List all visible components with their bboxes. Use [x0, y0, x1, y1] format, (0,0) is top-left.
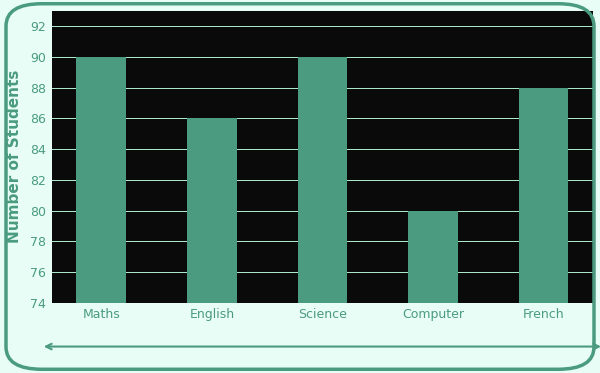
Bar [408, 210, 458, 373]
Bar [518, 88, 568, 373]
Y-axis label: Number of Students: Number of Students [7, 70, 22, 244]
Bar [76, 57, 126, 373]
Bar [187, 118, 237, 373]
Bar [298, 57, 347, 373]
